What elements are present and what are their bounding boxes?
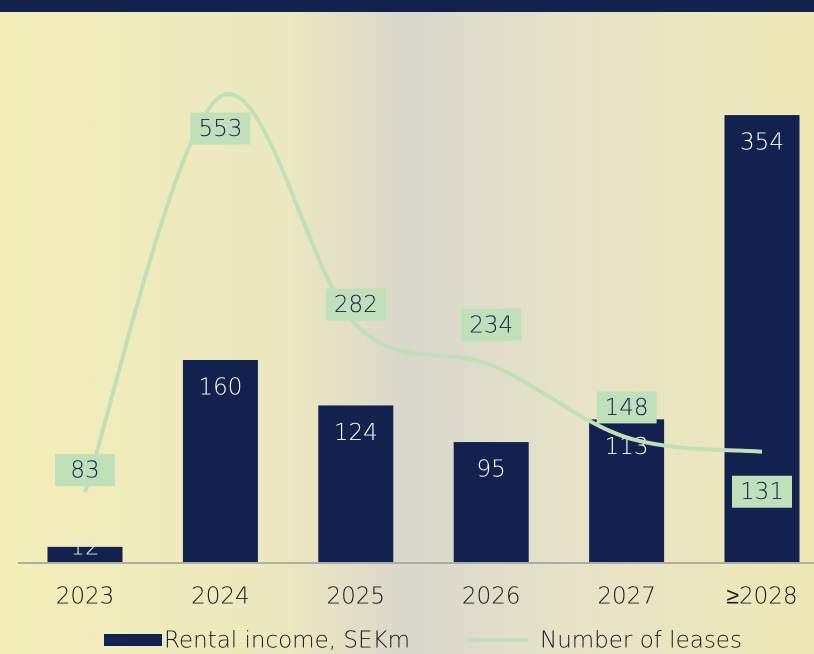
x-tick-label: 2027 [597, 584, 656, 610]
line-label-box [732, 475, 792, 508]
line-value-label: 148 [605, 395, 649, 421]
line-label-box [190, 112, 251, 145]
bar [182, 360, 258, 562]
legend-label: Rental income, SEKm [164, 628, 410, 654]
legend-label: Number of leases [540, 628, 742, 654]
bar-value-label: 12 [70, 535, 99, 561]
line-label-box [461, 309, 522, 342]
line-value-label: 131 [740, 479, 784, 505]
line-label-box [325, 288, 386, 321]
legend-swatch [104, 634, 162, 646]
x-tick-label: 2025 [327, 584, 386, 610]
x-tick-label: 2023 [56, 584, 115, 610]
bar [318, 405, 394, 562]
bar-value-label: 95 [477, 457, 506, 483]
line-value-label: 553 [198, 116, 242, 142]
bar-value-label: 354 [740, 130, 784, 156]
bar-value-label: 124 [334, 420, 378, 446]
line-value-label: 234 [469, 313, 513, 339]
line-label-box [596, 391, 657, 424]
bar [47, 546, 123, 562]
line-value-label: 83 [70, 458, 99, 484]
x-tick-label: 2026 [462, 584, 521, 610]
x-tick-label: ≥2028 [726, 584, 797, 610]
top-bar [0, 0, 814, 12]
bar-value-label: 160 [198, 375, 242, 401]
line-value-label: 282 [334, 292, 378, 318]
line [83, 92, 763, 493]
bar [453, 442, 529, 562]
x-tick-label: 2024 [191, 584, 250, 610]
line-label-box [55, 454, 115, 487]
